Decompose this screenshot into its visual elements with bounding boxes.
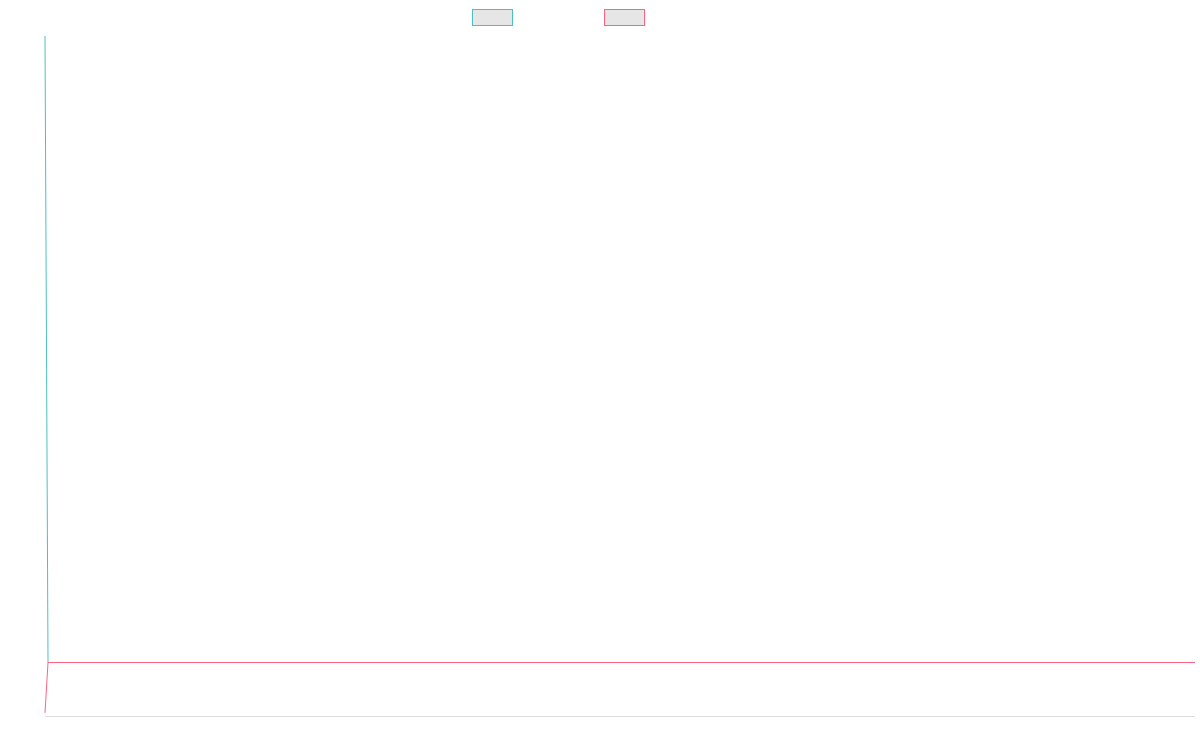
series-line-2[interactable] [44,661,1195,713]
series-line-1[interactable] [44,35,1195,663]
legend-swatch-series-1[interactable] [472,9,513,26]
legend-swatch-series-2[interactable] [604,9,645,26]
